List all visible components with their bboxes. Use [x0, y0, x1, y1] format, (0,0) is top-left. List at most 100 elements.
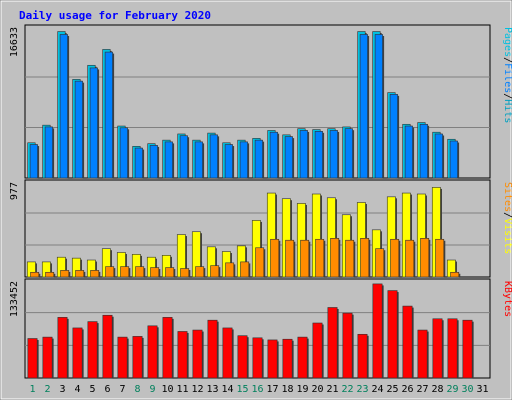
bar-files-8: [134, 147, 143, 179]
bar-sites-16: [255, 247, 265, 278]
bar-sites-24: [375, 248, 385, 278]
bar-files-28: [434, 133, 443, 179]
bar-sites-4: [75, 270, 85, 278]
bar-files-2: [44, 126, 53, 179]
x-tick-label: 8: [134, 384, 140, 395]
bar-kbytes-21: [327, 307, 338, 379]
bar-kbytes-19: [297, 336, 308, 379]
legend-item: /: [502, 57, 512, 63]
bar-kbytes-8: [132, 336, 143, 379]
bar-files-23: [359, 34, 368, 179]
bar-files-6: [104, 51, 113, 179]
legend-item: Sites: [502, 182, 512, 212]
x-tick-label: 1: [29, 384, 35, 395]
legend-right: Pages/Files/Hits: [502, 27, 512, 123]
bar-kbytes-17: [267, 339, 278, 379]
x-tick-label: 9: [149, 384, 155, 395]
legend-item: /: [502, 212, 512, 218]
x-tick-label: 26: [401, 384, 413, 395]
x-tick-label: 5: [89, 384, 95, 395]
bar-files-9: [149, 145, 158, 179]
bar-kbytes-18: [282, 338, 293, 379]
bar-kbytes-11: [177, 331, 188, 379]
bar-kbytes-30: [462, 319, 473, 379]
bar-files-7: [119, 127, 128, 179]
bar-kbytes-22: [342, 312, 353, 379]
legend-item: Visits: [502, 218, 512, 254]
legend-item: Files: [502, 63, 512, 93]
bar-files-25: [389, 94, 398, 179]
x-tick-label: 2: [44, 384, 50, 395]
bar-kbytes-5: [87, 321, 98, 379]
bar-sites-26: [405, 239, 415, 278]
bar-kbytes-16: [252, 337, 263, 379]
bar-sites-3: [60, 270, 70, 278]
bar-sites-7: [120, 266, 130, 278]
bar-files-20: [314, 131, 323, 179]
legend-item: /: [502, 93, 512, 99]
bar-sites-18: [285, 239, 295, 278]
x-tick-label: 16: [251, 384, 263, 395]
bar-sites-5: [90, 270, 100, 278]
bar-files-21: [329, 130, 338, 179]
x-tick-label: 22: [341, 384, 353, 395]
x-tick-label: 14: [221, 384, 233, 395]
legend-item: KBytes: [502, 281, 512, 317]
bar-files-13: [209, 134, 218, 179]
bar-kbytes-28: [432, 318, 443, 379]
x-tick-label: 21: [326, 384, 338, 395]
bar-sites-20: [315, 238, 325, 278]
x-tick-label: 27: [416, 384, 428, 395]
x-tick-label: 7: [119, 384, 125, 395]
bar-kbytes-15: [237, 335, 248, 379]
x-tick-label: 4: [74, 384, 80, 395]
x-tick-label: 28: [431, 384, 443, 395]
bar-sites-27: [420, 238, 430, 278]
bar-sites-28: [435, 238, 445, 278]
bar-files-15: [239, 141, 248, 179]
x-tick-label: 17: [266, 384, 278, 395]
bar-sites-22: [345, 239, 355, 278]
bar-kbytes-1: [27, 338, 38, 379]
x-tick-label: 12: [191, 384, 203, 395]
bar-kbytes-23: [357, 333, 368, 379]
y-max-label: 977: [9, 182, 20, 200]
y-max-label: 16633: [9, 27, 20, 57]
bar-sites-8: [135, 266, 145, 278]
bar-kbytes-12: [192, 329, 203, 379]
x-tick-label: 18: [281, 384, 293, 395]
bar-kbytes-10: [162, 317, 173, 379]
bar-kbytes-24: [372, 283, 383, 379]
bar-kbytes-14: [222, 327, 233, 379]
bar-sites-2: [45, 271, 55, 278]
bar-kbytes-9: [147, 325, 158, 379]
bar-files-18: [284, 136, 293, 179]
panel-1: 16633 Pages/Files/Hits: [9, 24, 512, 179]
bar-kbytes-27: [417, 329, 428, 379]
x-tick-label: 29: [446, 384, 458, 395]
bar-kbytes-25: [387, 290, 398, 379]
bar-sites-25: [390, 238, 400, 278]
bar-files-22: [344, 128, 353, 179]
x-tick-label: 23: [356, 384, 368, 395]
bar-files-16: [254, 139, 263, 179]
bar-kbytes-2: [42, 336, 53, 379]
x-tick-label: 15: [236, 384, 248, 395]
legend-item: Pages: [502, 27, 512, 57]
x-tick-label: 25: [386, 384, 398, 395]
x-tick-label: 13: [206, 384, 218, 395]
x-axis: 1 2 3 4 5 6 7 8 9 10 11 12 13 14 15 16 17 18 19 20 21 22 23 24 2…: [29, 384, 488, 395]
bar-kbytes-4: [72, 327, 83, 379]
bar-sites-10: [165, 267, 175, 278]
bar-kbytes-7: [117, 336, 128, 379]
bar-sites-29: [450, 271, 460, 278]
bar-files-1: [29, 144, 38, 179]
x-tick-label: 31: [476, 384, 488, 395]
bar-sites-23: [360, 238, 370, 278]
x-tick-label: 11: [176, 384, 188, 395]
bar-files-3: [59, 34, 68, 179]
x-tick-label: 20: [311, 384, 323, 395]
